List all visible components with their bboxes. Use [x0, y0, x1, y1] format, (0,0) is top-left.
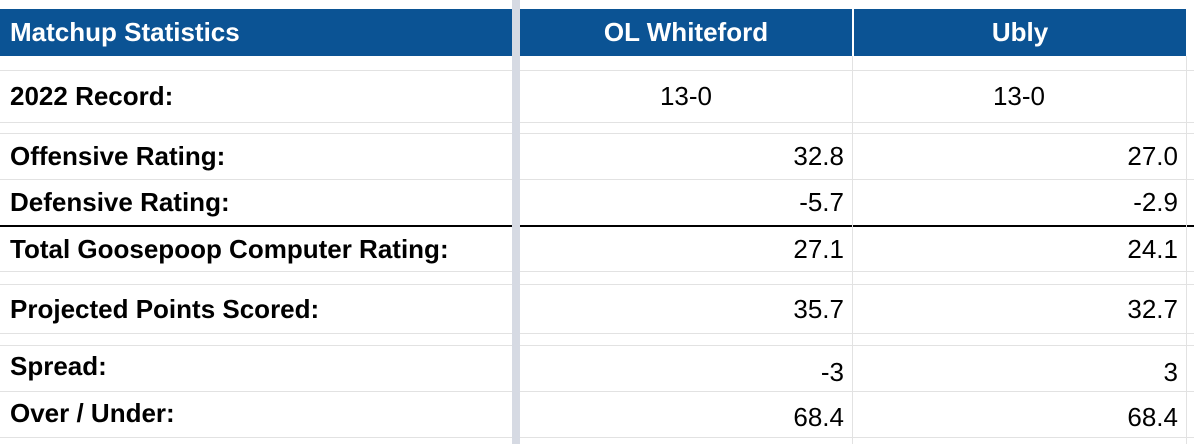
over-under-team1[interactable]: 68.4: [793, 401, 844, 432]
spread-team1[interactable]: -3: [820, 356, 844, 387]
record-team2[interactable]: 13-0: [992, 81, 1046, 111]
frozen-column-divider[interactable]: [512, 0, 520, 444]
defensive-rating-label[interactable]: Defensive Rating:: [10, 187, 230, 217]
column-divider: [1186, 56, 1187, 444]
column-divider: [852, 56, 853, 444]
total-rating-label[interactable]: Total Goosepoop Computer Rating:: [10, 233, 449, 264]
spread-label[interactable]: Spread:: [10, 350, 107, 381]
record-label[interactable]: 2022 Record:: [10, 81, 174, 111]
offensive-rating-team1[interactable]: 32.8: [793, 141, 844, 171]
header-title: Matchup Statistics: [10, 17, 240, 47]
offensive-rating-label[interactable]: Offensive Rating:: [10, 141, 226, 171]
projected-points-team1[interactable]: 35.7: [793, 293, 844, 324]
header-team1-cell[interactable]: OL Whiteford: [520, 9, 852, 56]
defensive-rating-team2[interactable]: -2.9: [1133, 187, 1178, 217]
total-rating-team2[interactable]: 24.1: [1127, 233, 1178, 264]
header-team2-cell[interactable]: Ubly: [854, 9, 1186, 56]
gridline: [0, 345, 1194, 346]
header-team2: Ubly: [991, 17, 1049, 47]
over-under-team2[interactable]: 68.4: [1127, 401, 1178, 432]
offensive-rating-team2[interactable]: 27.0: [1127, 141, 1178, 171]
gridline: [0, 284, 1194, 285]
gridline: [0, 133, 1194, 134]
projected-points-team2[interactable]: 32.7: [1127, 293, 1178, 324]
header-title-cell[interactable]: Matchup Statistics: [0, 9, 512, 56]
gridline: [0, 271, 1194, 272]
over-under-label[interactable]: Over / Under:: [10, 397, 175, 428]
gridline: [0, 437, 1194, 438]
spread-team2[interactable]: 3: [1163, 356, 1178, 387]
header-team1: OL Whiteford: [603, 17, 769, 47]
gridline: [0, 333, 1194, 334]
total-rating-team1[interactable]: 27.1: [793, 233, 844, 264]
gridline: [0, 391, 1194, 392]
projected-points-label[interactable]: Projected Points Scored:: [10, 293, 320, 324]
gridline: [0, 70, 1194, 71]
defensive-rating-team1[interactable]: -5.7: [799, 187, 844, 217]
record-team1[interactable]: 13-0: [659, 81, 713, 111]
gridline: [0, 122, 1194, 123]
gridline: [0, 179, 1194, 180]
total-rating-border: [0, 225, 1194, 227]
